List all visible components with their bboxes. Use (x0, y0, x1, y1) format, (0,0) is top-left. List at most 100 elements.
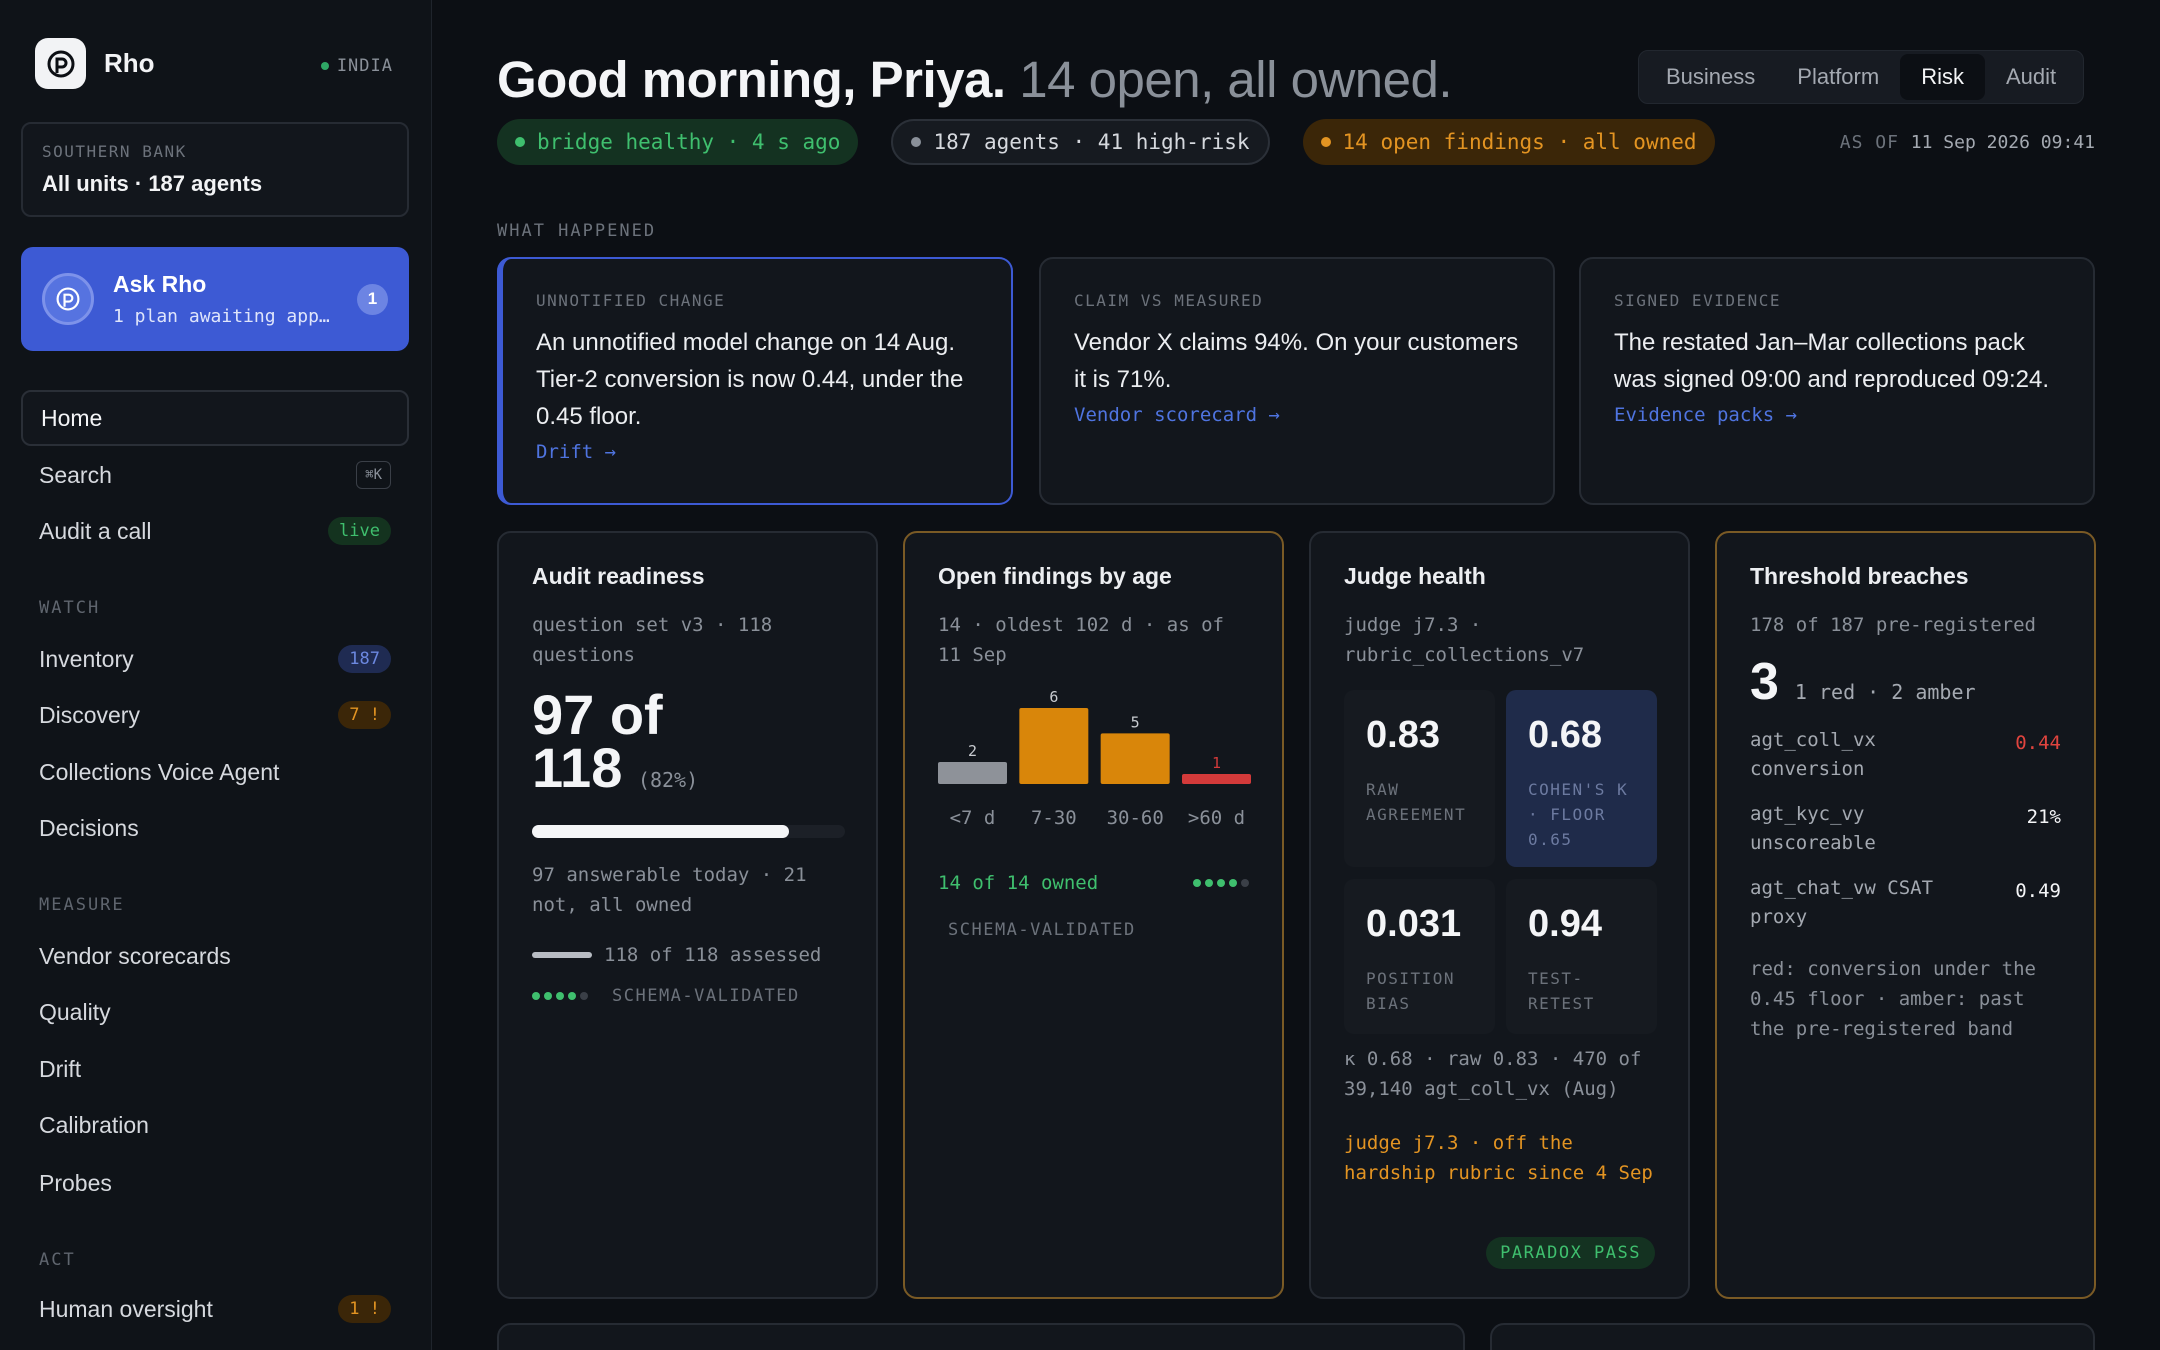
nav-drift[interactable]: Drift (21, 1041, 409, 1097)
drift-link[interactable]: Drift → (536, 441, 617, 463)
cohens-kappa-cell: 0.68 COHEN'S K · FLOOR 0.65 (1506, 690, 1657, 867)
card-subtitle: question set v3 · 118 questions (532, 614, 773, 666)
category-label: 30-60 (1107, 807, 1164, 829)
breach-row[interactable]: agt_kyc_vy unscoreable 21% (1750, 800, 2061, 858)
event-card-signed-evidence[interactable]: SIGNED EVIDENCE The restated Jan–Mar col… (1579, 257, 2095, 505)
nav-home[interactable]: Home (21, 390, 409, 446)
section-measure-label: MEASURE (39, 895, 125, 915)
nav-label: Human oversight (39, 1295, 213, 1322)
schema-badge: SCHEMA-VALIDATED (612, 986, 800, 1006)
threshold-breaches-card[interactable]: Threshold breaches 178 of 187 pre-regist… (1715, 531, 2096, 1299)
brand[interactable]: Rho (35, 38, 155, 89)
nav-probes[interactable]: Probes (21, 1155, 409, 1211)
card-subtitle: judge j7.3 · rubric_collections_v7 (1344, 614, 1585, 666)
nav-quality[interactable]: Quality (21, 984, 409, 1040)
findings-bar[interactable] (1182, 774, 1251, 784)
nav-label: Quality (39, 998, 111, 1025)
metric-value: 0.68 (1528, 714, 1602, 756)
brand-name: Rho (104, 48, 155, 78)
nav-vendor-scorecards[interactable]: Vendor scorecards (21, 928, 409, 984)
bar-value-label: 5 (1131, 713, 1140, 731)
nav-audit-a-call[interactable]: Audit a call live (21, 503, 409, 559)
breach-row[interactable]: agt_chat_vw CSAT proxy 0.49 (1750, 874, 2061, 932)
nav-inventory[interactable]: Inventory 187 (21, 631, 409, 687)
event-body: The restated Jan–Mar collections pack wa… (1614, 329, 2049, 393)
owned-row: 14 of 14 owned (938, 868, 1249, 898)
category-label: <7 d (950, 807, 996, 829)
metric-value: 0.031 (1366, 903, 1462, 945)
count-badge: 187 (338, 645, 391, 673)
card-title: Audit readiness (532, 563, 705, 589)
as-of-label: AS OF (1839, 132, 1899, 153)
event-body: An unnotified model change on 14 Aug. Ti… (536, 329, 964, 430)
breach-name: agt_chat_vw CSAT proxy (1750, 877, 1934, 928)
nav-label: Decisions (39, 814, 139, 841)
status-dot-icon (911, 137, 922, 147)
nav-calibration[interactable]: Calibration (21, 1097, 409, 1153)
vendor-scorecard-link[interactable]: Vendor scorecard → (1074, 404, 1280, 426)
nav-label: Audit a call (39, 517, 152, 544)
region-label: INDIA (336, 56, 393, 76)
event-card-claim-vs-measured[interactable]: CLAIM VS MEASURED Vendor X claims 94%. O… (1039, 257, 1555, 505)
card-title: Open findings by age (938, 563, 1172, 589)
breach-legend: red: conversion under the 0.45 floor · a… (1750, 958, 2036, 1040)
bar-value-label: 2 (968, 742, 977, 760)
nav-label: Vendor scorecards (39, 942, 231, 969)
rho-logo-icon (35, 38, 86, 89)
nav-collections-voice-agent[interactable]: Collections Voice Agent (21, 744, 409, 800)
findings-chip[interactable]: 14 open findings · all owned (1302, 119, 1715, 165)
event-body: Vendor X claims 94%. On your customers i… (1074, 329, 1519, 393)
schema-row: SCHEMA-VALIDATED (532, 986, 843, 1006)
bottom-card-left (497, 1323, 1465, 1350)
ask-rho-subtitle: 1 plan awaiting approval (113, 306, 333, 327)
card-subtitle: 178 of 187 pre-registered (1750, 614, 2036, 636)
section-act-label: ACT (39, 1250, 76, 1270)
ask-rho-button[interactable]: Ask Rho 1 plan awaiting approval 1 (21, 247, 409, 351)
findings-bar[interactable] (1019, 708, 1089, 784)
findings-bar[interactable] (938, 762, 1007, 784)
event-card-unnotified-change[interactable]: UNNOTIFIED CHANGE An unnotified model ch… (497, 257, 1013, 505)
greeting-text: Good morning, Priya. (497, 51, 1006, 108)
event-label: CLAIM VS MEASURED (1074, 291, 1264, 310)
breach-value: 0.49 (2015, 880, 2061, 902)
breach-count-row: 3 1 red · 2 amber (1750, 652, 2061, 712)
scope-selector[interactable]: SOUTHERN BANK All units · 187 agents (21, 122, 409, 217)
judge-health-card[interactable]: Judge health judge j7.3 · rubric_collect… (1309, 531, 1690, 1299)
tab-business[interactable]: Business (1666, 64, 1756, 89)
bridge-status-chip[interactable]: bridge healthy · 4 s ago (497, 119, 859, 165)
greeting-summary: 14 open, all owned. (1019, 51, 1453, 108)
nav-discovery[interactable]: Discovery 7 ! (21, 687, 409, 743)
nav-decisions[interactable]: Decisions (21, 800, 409, 856)
evidence-packs-link[interactable]: Evidence packs → (1614, 404, 1798, 426)
agents-chip[interactable]: 187 agents · 41 high-risk (891, 119, 1270, 165)
scope-label: SOUTHERN BANK (42, 142, 187, 161)
breach-row[interactable]: agt_coll_vx conversion 0.44 (1750, 726, 2061, 784)
raw-agreement-cell: 0.83 RAW AGREEMENT (1344, 690, 1495, 867)
metric-label: TEST-RETEST (1528, 969, 1595, 1013)
breach-count: 3 (1750, 653, 1779, 711)
nav-search[interactable]: Search ⌘K (21, 447, 409, 503)
readiness-note: 97 answerable today · 21 not, all owned (532, 864, 807, 916)
tab-risk[interactable]: Risk (1900, 54, 1985, 100)
nav-human-oversight[interactable]: Human oversight 1 ! (21, 1281, 409, 1337)
metric-value: 0.83 (1366, 714, 1440, 756)
audit-readiness-card[interactable]: Audit readiness question set v3 · 118 qu… (497, 531, 878, 1299)
open-findings-card[interactable]: Open findings by age 14 · oldest 102 d ·… (903, 531, 1284, 1299)
bar-value-label: 1 (1212, 754, 1221, 772)
tab-audit[interactable]: Audit (2005, 64, 2057, 89)
category-label: >60 d (1188, 807, 1245, 829)
event-label: SIGNED EVIDENCE (1614, 291, 1781, 310)
readiness-percent: (82%) (637, 768, 699, 792)
readiness-total: 118 (532, 736, 623, 799)
readiness-value: 97 of 118 (82%) (532, 687, 843, 807)
findings-age-chart: 2 <7 d 6 7-30 5 30-60 1 >60 d (938, 688, 1251, 829)
section-watch-label: WATCH (39, 598, 101, 618)
nav-label: Inventory (39, 645, 134, 672)
chip-text: bridge healthy · 4 s ago (537, 130, 841, 154)
findings-bar[interactable] (1100, 733, 1170, 784)
view-switcher: Business Platform Risk Audit (1638, 50, 2085, 104)
tab-platform[interactable]: Platform (1797, 64, 1880, 89)
status-dot-icon (320, 62, 329, 70)
nav-label: Search (39, 461, 112, 488)
